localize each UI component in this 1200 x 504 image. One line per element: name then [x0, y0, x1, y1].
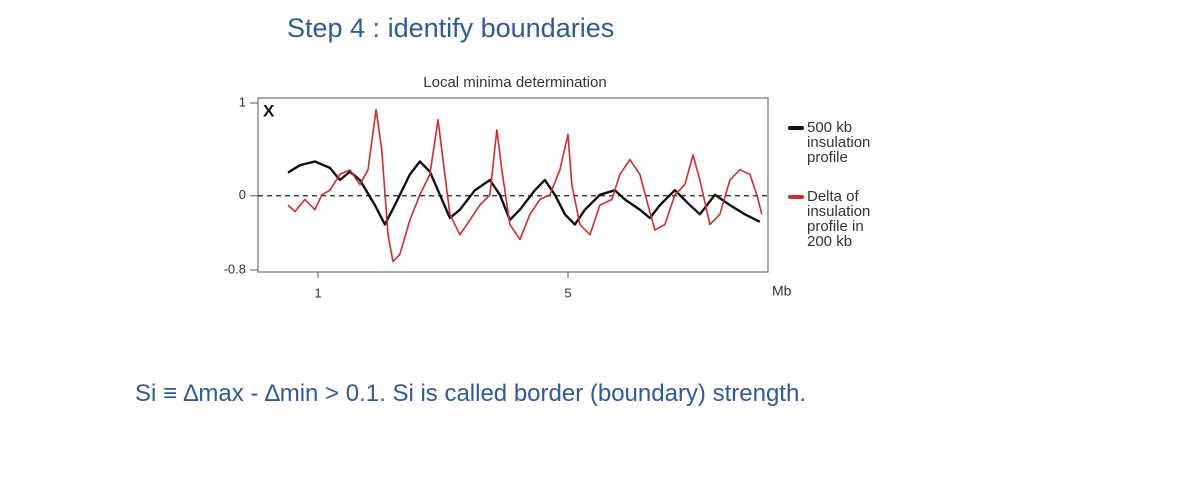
legend-swatch: [788, 195, 804, 199]
annotation: X: [263, 101, 275, 120]
chart-title: Local minima determination: [423, 74, 606, 91]
legend-label: Delta of insulation profile in 200 kb: [807, 188, 871, 250]
legend-swatch: [788, 126, 804, 130]
legend-item: 500 kb insulation profile: [788, 120, 888, 165]
y-tick-label: -0.8: [224, 261, 246, 276]
x-axis-label: Mb: [772, 283, 792, 299]
y-tick-label: 1: [239, 94, 246, 109]
line-series: [287, 160, 761, 226]
line-series: [287, 108, 763, 263]
x-tick-label: 1: [314, 285, 321, 300]
legend-label: 500 kb insulation profile: [807, 119, 871, 166]
caption: Si ≡ ∆max - ∆min > 0.1. Si is called bor…: [135, 380, 806, 407]
x-tick-label: 5: [564, 285, 571, 300]
y-tick-label: 0: [239, 187, 246, 202]
legend-item: Delta of insulation profile in 200 kb: [788, 189, 888, 249]
slide-title: Step 4 : identify boundaries: [287, 13, 615, 43]
plot-frame: [257, 97, 769, 273]
